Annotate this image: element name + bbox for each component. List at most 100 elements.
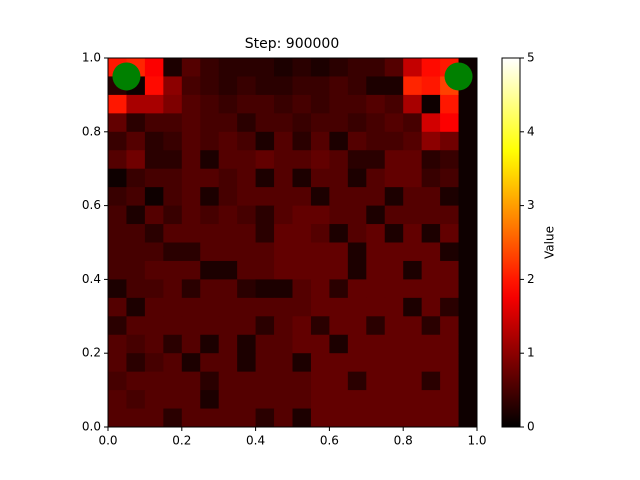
heatmap-cell bbox=[108, 224, 127, 243]
x-tick-label: 0.6 bbox=[320, 434, 339, 448]
heatmap-cell bbox=[384, 224, 404, 243]
heatmap-cell bbox=[163, 408, 183, 428]
heatmap-cell bbox=[329, 150, 349, 170]
heatmap-cell bbox=[292, 242, 312, 262]
heatmap-cell bbox=[440, 94, 460, 114]
heatmap-cell bbox=[329, 297, 349, 317]
heatmap-cell bbox=[163, 316, 183, 336]
heatmap-cell bbox=[274, 408, 293, 428]
heatmap-cell bbox=[126, 353, 146, 373]
heatmap-cell bbox=[274, 279, 293, 299]
heatmap-cell bbox=[218, 150, 238, 170]
heatmap-cell bbox=[181, 334, 201, 354]
heatmap-cell bbox=[347, 390, 367, 410]
marker bbox=[444, 62, 473, 91]
heatmap-cell bbox=[292, 94, 312, 114]
heatmap-cell bbox=[144, 76, 164, 96]
heatmap-cell bbox=[163, 150, 183, 170]
heatmap-cell bbox=[237, 76, 257, 96]
heatmap-cell bbox=[292, 150, 312, 170]
heatmap-cell bbox=[329, 168, 349, 188]
heatmap-cell bbox=[126, 371, 146, 391]
heatmap-cell bbox=[366, 371, 386, 391]
heatmap-cell bbox=[458, 390, 478, 410]
heatmap-cell bbox=[292, 408, 312, 428]
heatmap-cell bbox=[181, 297, 201, 317]
heatmap-cell bbox=[384, 205, 404, 225]
heatmap-cell bbox=[384, 297, 404, 317]
heatmap-cell bbox=[200, 297, 220, 317]
heatmap-cell bbox=[458, 279, 478, 299]
heatmap-cell bbox=[310, 76, 330, 96]
heatmap-cell bbox=[108, 260, 127, 280]
heatmap-cell bbox=[218, 113, 238, 133]
heatmap-cell bbox=[329, 113, 349, 133]
heatmap-cell bbox=[310, 131, 330, 151]
heatmap-cell bbox=[200, 279, 220, 299]
heatmap-cell bbox=[440, 334, 460, 354]
heatmap-cell bbox=[144, 205, 164, 225]
heatmap-cell bbox=[329, 187, 349, 207]
x-tick-label: 0.8 bbox=[394, 434, 413, 448]
heatmap-cell bbox=[440, 316, 460, 336]
heatmap-cell bbox=[403, 408, 423, 428]
heatmap-cell bbox=[218, 168, 238, 188]
heatmap-cell bbox=[292, 316, 312, 336]
heatmap-cell bbox=[144, 224, 164, 243]
heatmap-cell bbox=[274, 76, 293, 96]
heatmap-cell bbox=[310, 58, 330, 77]
heatmap-cell bbox=[458, 316, 478, 336]
heatmap-cell bbox=[237, 113, 257, 133]
heatmap-cell bbox=[403, 76, 423, 96]
heatmap-cell bbox=[237, 94, 257, 114]
heatmap-cell bbox=[200, 371, 220, 391]
heatmap-cell bbox=[384, 58, 404, 77]
heatmap-cell bbox=[200, 334, 220, 354]
heatmap-cell bbox=[144, 131, 164, 151]
heatmap-cell bbox=[200, 94, 220, 114]
heatmap-cell bbox=[440, 371, 460, 391]
heatmap-cell bbox=[403, 390, 423, 410]
heatmap-cell bbox=[292, 224, 312, 243]
heatmap-cell bbox=[329, 76, 349, 96]
heatmap-cell bbox=[458, 334, 478, 354]
heatmap-cell bbox=[255, 353, 275, 373]
heatmap-cell bbox=[218, 260, 238, 280]
heatmap-cell bbox=[329, 316, 349, 336]
heatmap-cell bbox=[384, 150, 404, 170]
heatmap-cell bbox=[255, 390, 275, 410]
heatmap-cell bbox=[403, 297, 423, 317]
heatmap-cell bbox=[108, 205, 127, 225]
heatmap-cell bbox=[255, 224, 275, 243]
heatmap-cell bbox=[200, 113, 220, 133]
heatmap-cell bbox=[163, 353, 183, 373]
heatmap-cell bbox=[421, 242, 441, 262]
heatmap-cell bbox=[366, 168, 386, 188]
heatmap-cell bbox=[329, 334, 349, 354]
heatmap-cell bbox=[274, 316, 293, 336]
heatmap-cell bbox=[255, 131, 275, 151]
heatmap-cell bbox=[458, 408, 478, 428]
heatmap-cell bbox=[255, 94, 275, 114]
heatmap-cell bbox=[440, 224, 460, 243]
heatmap-cell bbox=[347, 242, 367, 262]
heatmap-cell bbox=[329, 131, 349, 151]
heatmap-cell bbox=[292, 76, 312, 96]
heatmap-cell bbox=[200, 408, 220, 428]
heatmap-cell bbox=[310, 168, 330, 188]
heatmap-cell bbox=[440, 260, 460, 280]
heatmap-cell bbox=[347, 279, 367, 299]
heatmap-cell bbox=[274, 390, 293, 410]
heatmap-cell bbox=[403, 113, 423, 133]
heatmap-cell bbox=[366, 260, 386, 280]
heatmap-cell bbox=[181, 113, 201, 133]
x-tick-label: 0.4 bbox=[246, 434, 265, 448]
heatmap-cell bbox=[440, 205, 460, 225]
heatmap-cell bbox=[181, 242, 201, 262]
heatmap-cell bbox=[421, 168, 441, 188]
heatmap-cell bbox=[163, 371, 183, 391]
heatmap-cell bbox=[347, 334, 367, 354]
heatmap-cell bbox=[366, 94, 386, 114]
heatmap-cell bbox=[310, 94, 330, 114]
